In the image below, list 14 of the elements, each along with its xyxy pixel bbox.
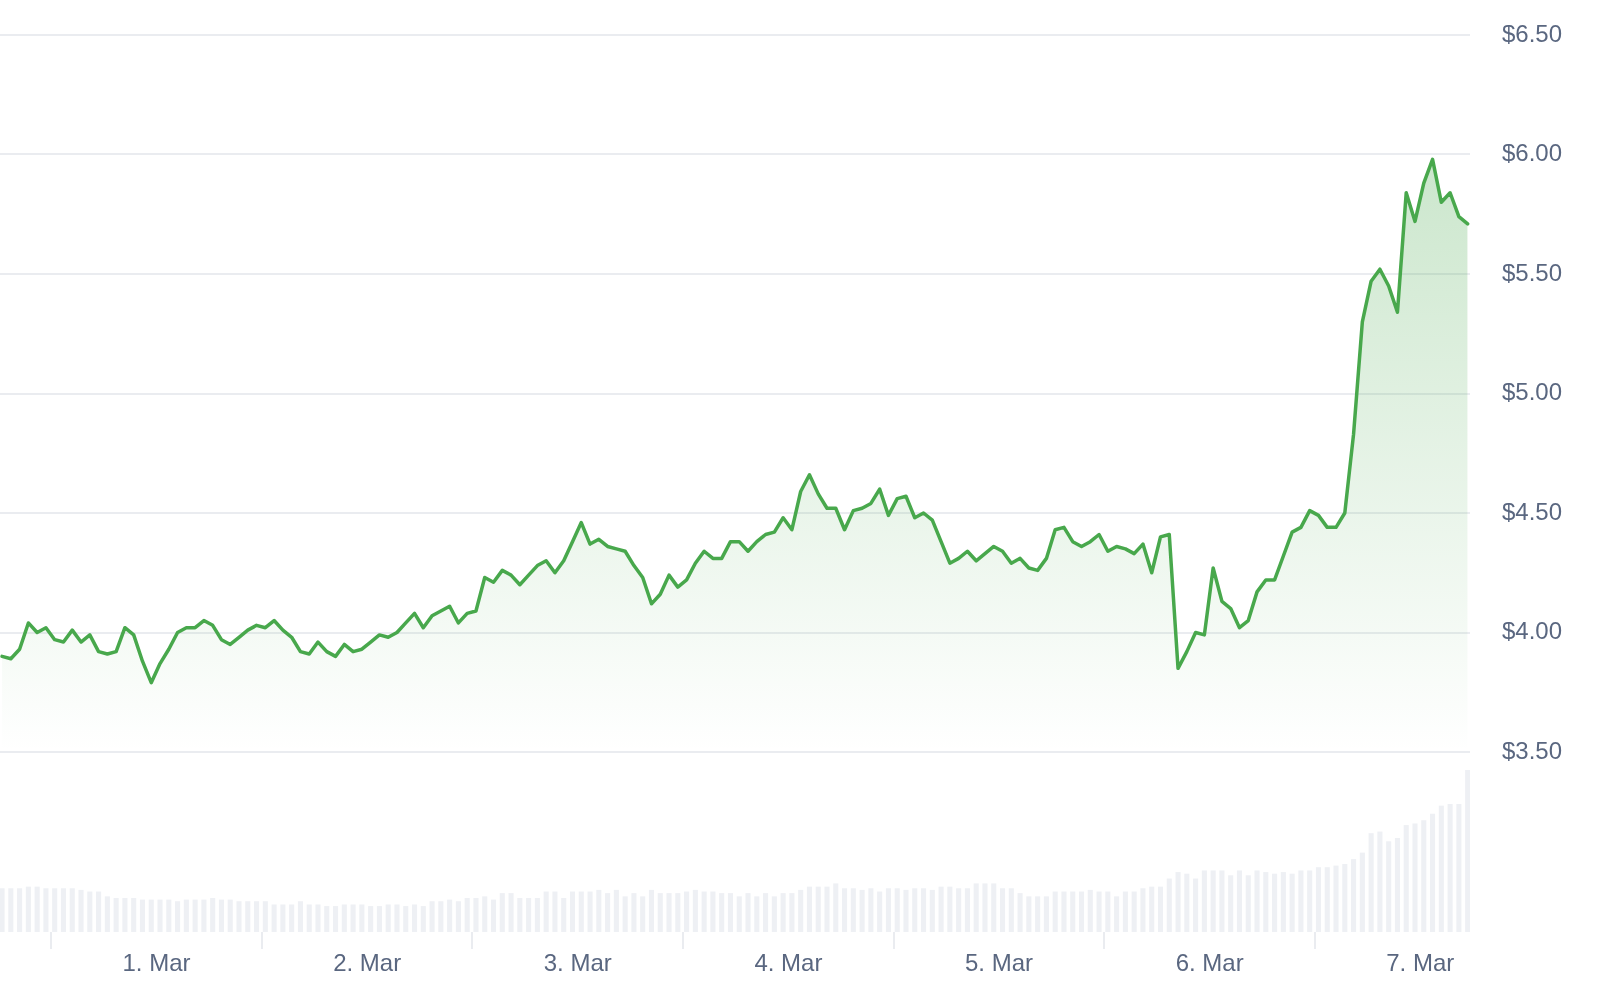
- x-tick-label: 5. Mar: [965, 949, 1034, 977]
- y-tick-label: $5.00: [1502, 378, 1563, 406]
- x-tick-label: 1. Mar: [122, 949, 191, 977]
- x-tick-label: 7. Mar: [1386, 949, 1455, 977]
- y-tick-label: $5.50: [1502, 258, 1563, 286]
- y-tick-label: $6.50: [1502, 19, 1563, 47]
- y-tick-label: $4.50: [1502, 497, 1563, 525]
- y-tick-label: $6.00: [1502, 139, 1563, 167]
- y-tick-label: $3.50: [1502, 736, 1563, 764]
- x-tick-label: 4. Mar: [754, 949, 823, 977]
- x-tick-label: 6. Mar: [1175, 949, 1244, 977]
- x-tick-label: 3. Mar: [543, 949, 612, 977]
- x-tick-label: 2. Mar: [333, 949, 402, 977]
- y-tick-label: $4.00: [1502, 617, 1563, 645]
